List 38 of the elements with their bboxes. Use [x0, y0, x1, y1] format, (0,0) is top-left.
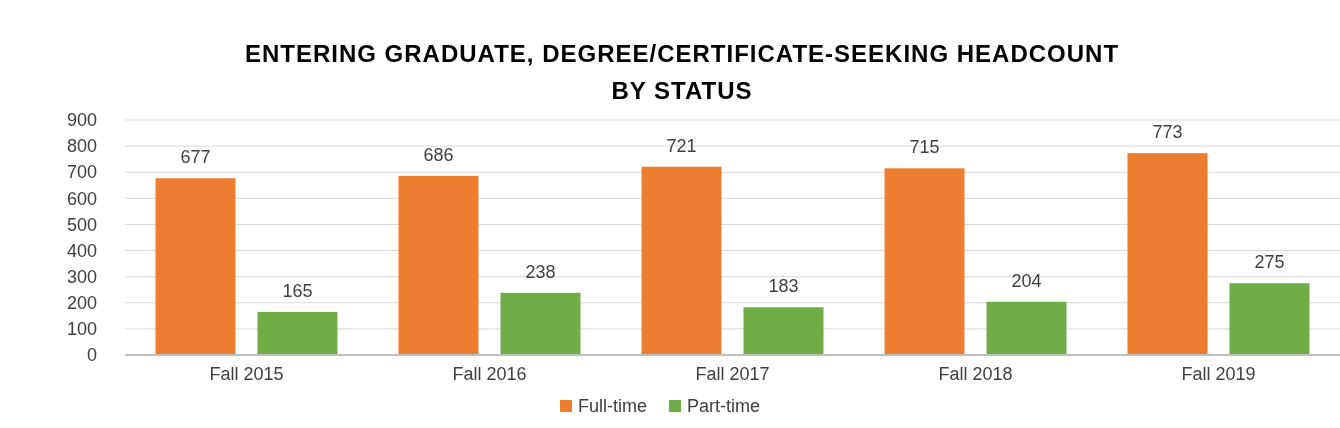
bar: [884, 168, 965, 355]
data-label: 686: [423, 144, 454, 165]
x-tick-label: Fall 2017: [695, 363, 770, 384]
y-tick-label: 600: [66, 188, 97, 209]
data-label: 721: [666, 135, 697, 156]
bar: [1127, 153, 1208, 355]
data-label: 677: [180, 147, 211, 168]
y-tick-label: 0: [86, 345, 97, 366]
bar: [500, 292, 581, 355]
y-tick-label: 400: [66, 240, 97, 261]
bar: [398, 175, 479, 355]
bar: [986, 301, 1067, 355]
data-label: 238: [525, 261, 556, 282]
y-tick-label: 500: [66, 214, 97, 235]
y-tick-label: 200: [66, 293, 97, 314]
chart-title: ENTERING GRADUATE, DEGREE/CERTIFICATE-SEEKING HEADCOUNT BY STATUS: [244, 40, 1120, 104]
x-tick-label: Fall 2016: [452, 363, 527, 384]
data-label: 773: [1152, 122, 1183, 143]
x-tick-label: Fall 2019: [1181, 363, 1256, 384]
bar: [155, 178, 236, 355]
y-tick-label: 300: [66, 266, 97, 287]
bar: [641, 166, 722, 355]
y-tick-label: 900: [66, 110, 97, 131]
bar: [743, 307, 824, 355]
y-tick-label: 800: [66, 136, 97, 157]
bar: [1229, 283, 1310, 355]
x-tick-label: Fall 2015: [209, 363, 284, 384]
legend-label: Full-time: [578, 396, 648, 416]
data-label: 183: [768, 276, 799, 297]
data-label: 275: [1254, 252, 1285, 273]
data-label: 165: [282, 280, 313, 301]
data-label: 715: [909, 137, 940, 158]
x-tick-label: Fall 2018: [938, 363, 1013, 384]
y-tick-label: 100: [66, 319, 97, 340]
data-label: 204: [1011, 270, 1042, 291]
y-tick-label: 700: [66, 162, 97, 183]
bar: [257, 311, 338, 355]
legend-label: Part-time: [687, 396, 761, 416]
